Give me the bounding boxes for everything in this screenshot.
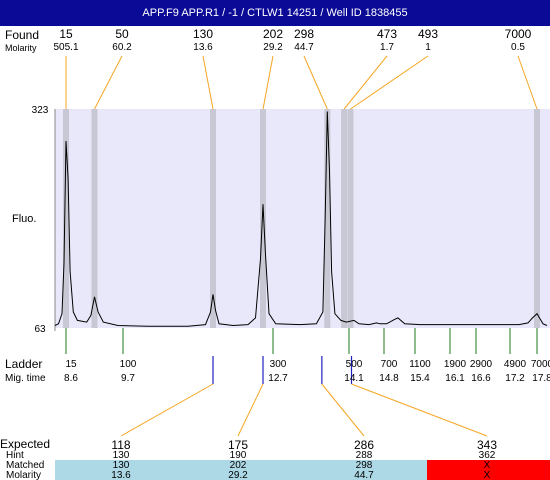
expected-size-label: 343 (477, 438, 497, 452)
ladder-size-label: 7000 (531, 359, 550, 370)
peak-band (63, 109, 69, 328)
ladder-label: Ladder (5, 357, 42, 371)
expected-size-label: 175 (228, 438, 248, 452)
expected-connector (237, 383, 264, 437)
trace-line (54, 111, 548, 327)
found-molarity-label: 29.2 (263, 42, 283, 53)
found-molarity-label: 0.5 (511, 42, 525, 53)
peak-band (347, 109, 354, 328)
found-size-label: 202 (263, 27, 283, 41)
molarity-bottom-value: 44.7 (354, 470, 374, 480)
found-size-label: 298 (294, 27, 314, 41)
ladder-size-label: 2900 (470, 359, 493, 370)
expected-size-label: 118 (111, 438, 130, 452)
matched-value: X (484, 460, 491, 471)
molarity-bottom-label: Molarity (6, 470, 41, 480)
matched-value: 298 (356, 460, 373, 471)
ladder-time-label: 15.4 (410, 373, 430, 384)
molarity-bottom-value: 13.6 (111, 470, 131, 480)
ladder-time-label: 17.8 (532, 373, 550, 384)
expected-size-label: 286 (354, 438, 374, 452)
ladder-size-label: 500 (346, 359, 363, 370)
ladder-size-label: 1900 (444, 359, 467, 370)
expected-connector (321, 383, 365, 437)
molarity-bottom-value: 29.2 (228, 470, 248, 480)
ladder-time-label: 9.7 (121, 373, 135, 384)
peak-band (324, 109, 331, 328)
found-size-label: 493 (418, 27, 438, 41)
peak-band (91, 109, 98, 328)
found-connector (262, 55, 274, 110)
ladder-time-label: 8.6 (64, 373, 78, 384)
found-size-label: 473 (377, 27, 397, 41)
found-connector (350, 55, 429, 110)
found-connector (517, 55, 538, 110)
ladder-size-label: 4900 (504, 359, 527, 370)
hint-value: 362 (479, 450, 496, 461)
ladder-size-label: 15 (65, 359, 77, 370)
matched-row-bg (55, 460, 427, 480)
hint-label: Hint (6, 450, 24, 461)
hint-value: 190 (230, 450, 247, 461)
matched-value: 202 (230, 460, 247, 471)
found-molarity-label: 13.6 (193, 42, 213, 53)
found-connector (343, 55, 388, 110)
found-connector (303, 55, 328, 110)
found-size-label: 7000 (505, 27, 532, 41)
peak-band (534, 109, 540, 328)
hint-value: 130 (113, 450, 130, 461)
y-tick-label: 323 (32, 105, 49, 116)
found-size-label: 50 (115, 27, 129, 41)
expected-connector (120, 383, 214, 437)
ladder-time-label: 14.1 (344, 373, 364, 384)
ladder-size-label: 1100 (409, 359, 431, 370)
found-molarity-label: 44.7 (294, 42, 314, 53)
molarity-bottom-value: X (484, 470, 491, 480)
found-size-label: 15 (59, 27, 73, 41)
expected-connector (351, 383, 488, 437)
found-label: Found (5, 28, 39, 42)
ladder-size-label: 100 (120, 359, 137, 370)
found-connector (94, 55, 123, 110)
found-size-label: 130 (193, 27, 213, 41)
header-bar: APP.F9 APP.R1 / -1 / CTLW1 14251 / Well … (0, 0, 550, 26)
y-tick-label: 63 (34, 324, 46, 335)
ladder-time-label: 16.6 (471, 373, 491, 384)
expected-label: Expected (0, 437, 50, 451)
molarity-label: Molarity (5, 43, 37, 53)
unmatched-row-bg (427, 460, 550, 480)
found-connector (202, 55, 214, 110)
peak-band (260, 109, 266, 328)
ladder-time-label: 14.8 (379, 373, 399, 384)
header-title: APP.F9 APP.R1 / -1 / CTLW1 14251 / Well … (142, 7, 408, 19)
plot-area (55, 109, 550, 328)
mig-time-label: Mig. time (5, 373, 46, 384)
ladder-time-label: 16.1 (445, 373, 465, 384)
ladder-time-label: 17.2 (505, 373, 525, 384)
found-molarity-label: 60.2 (112, 42, 132, 53)
matched-label: Matched (6, 460, 44, 471)
found-molarity-label: 1 (425, 42, 431, 53)
matched-value: 130 (113, 460, 130, 471)
found-molarity-label: 1.7 (380, 42, 394, 53)
hint-value: 288 (356, 450, 373, 461)
ladder-size-label: 700 (381, 359, 398, 370)
ladder-size-label: 300 (270, 359, 287, 370)
found-molarity-label: 505.1 (53, 42, 78, 53)
ladder-time-label: 12.7 (268, 373, 288, 384)
peak-band (210, 109, 216, 328)
peak-band (341, 109, 348, 328)
fluo-label: Fluo. (12, 213, 36, 225)
